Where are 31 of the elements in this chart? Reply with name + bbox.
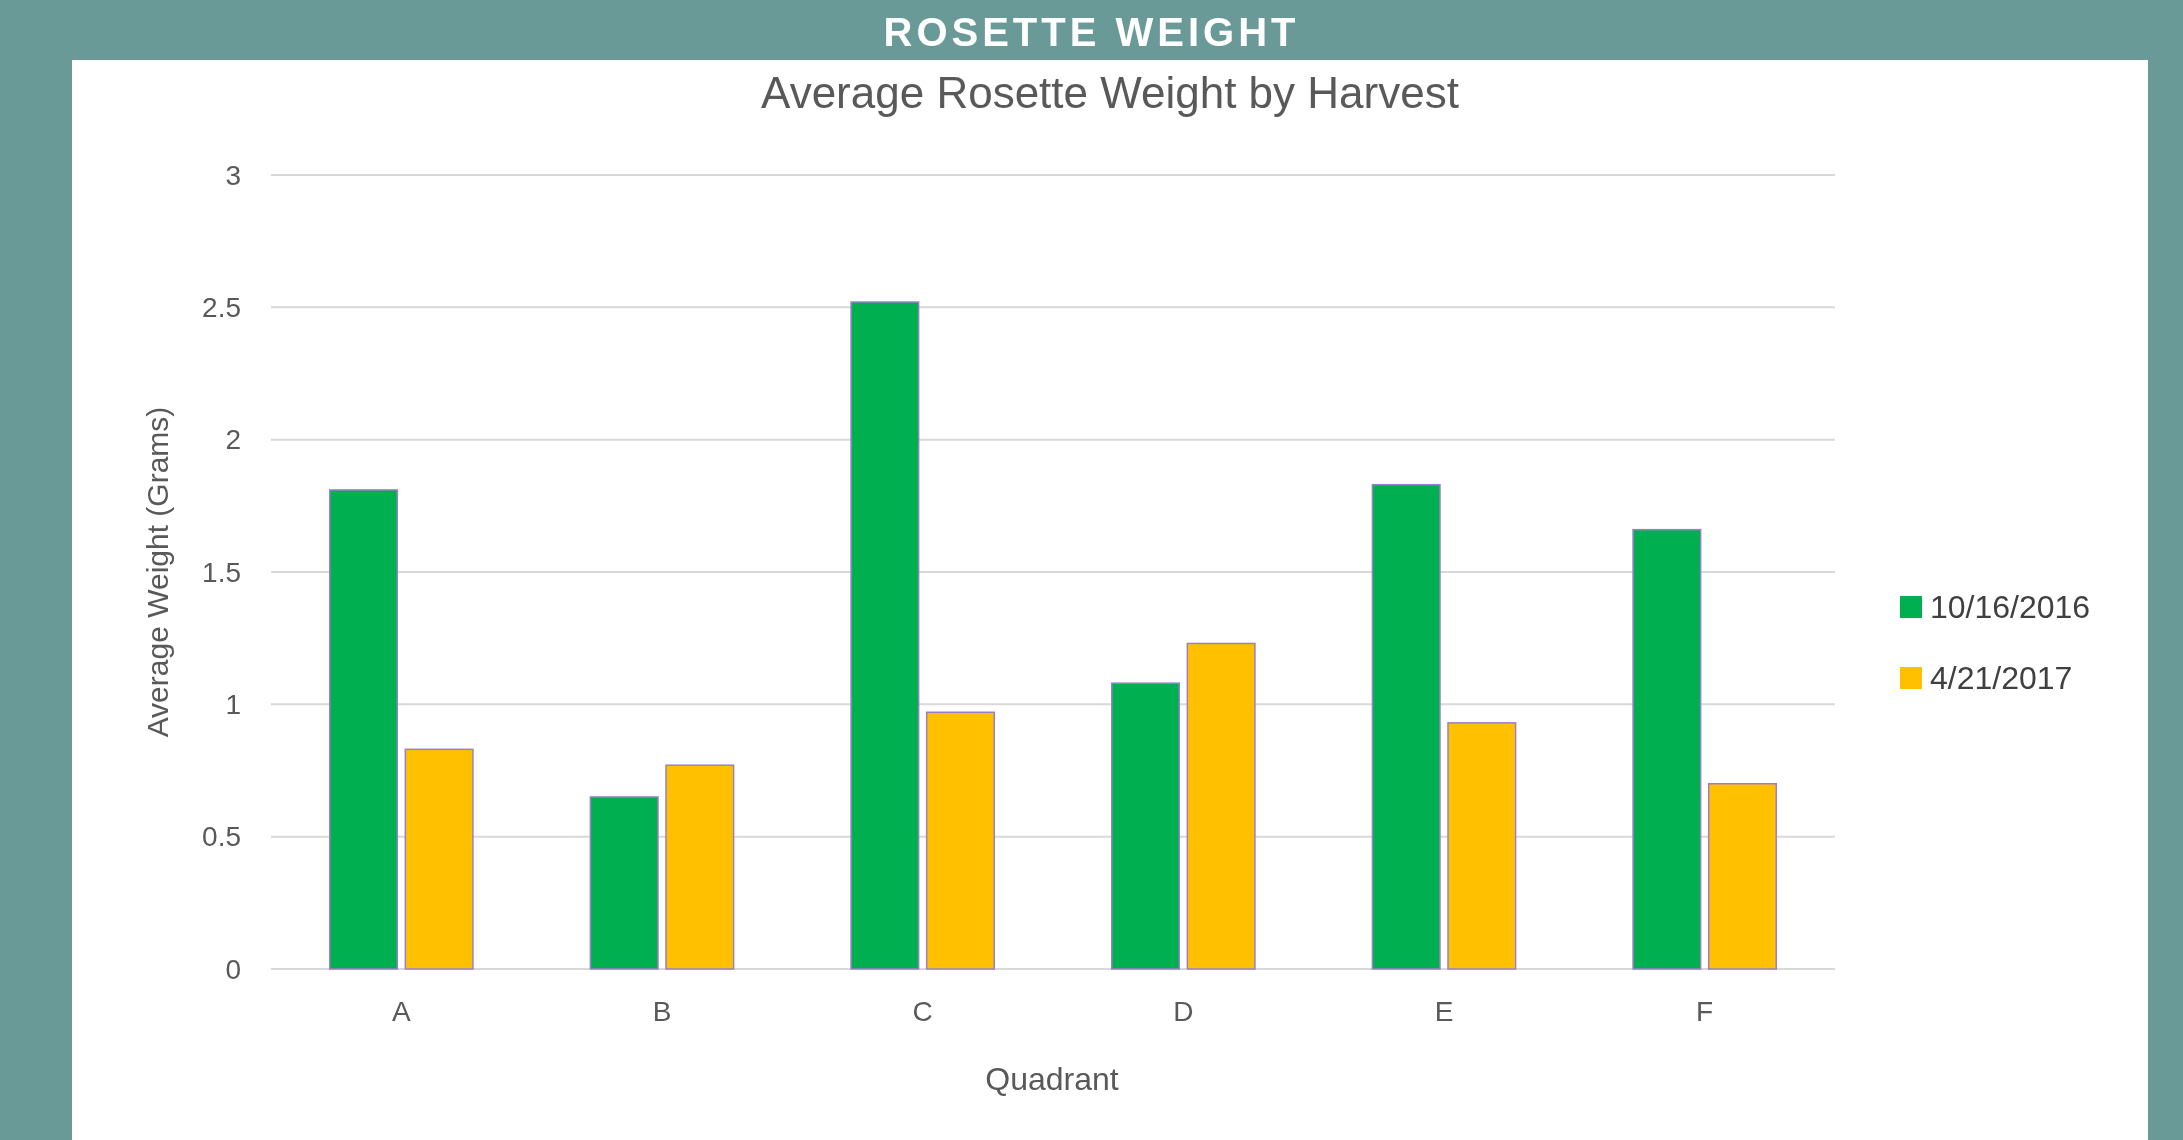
bar [1632, 528, 1702, 970]
bar [328, 489, 399, 970]
bar [404, 748, 474, 970]
chart-title: Average Rosette Weight by Harvest [761, 68, 1459, 117]
bar [1110, 682, 1181, 970]
x-tick-label: B [652, 996, 672, 1027]
bar [1371, 483, 1441, 970]
bar [1447, 722, 1517, 970]
y-tick-label: 2.5 [202, 292, 241, 324]
x-tick-label: A [391, 996, 411, 1027]
bar [850, 301, 920, 970]
y-tick-label: 0 [225, 953, 241, 985]
bar [1186, 642, 1256, 970]
bar [925, 711, 996, 970]
y-tick-label: 1.5 [202, 556, 241, 588]
x-tick-label: E [1434, 996, 1454, 1027]
bar [1707, 782, 1778, 970]
x-tick-label: D [1173, 996, 1194, 1027]
bar [665, 764, 735, 970]
y-tick-label: 3 [225, 159, 241, 191]
y-axis-title: Average Weight (Grams) [141, 406, 174, 738]
y-tick-label: 0.5 [202, 821, 241, 853]
x-axis-title: Quadrant [985, 1061, 1119, 1097]
x-tick-label: F [1696, 996, 1714, 1027]
y-tick-label: 2 [225, 424, 241, 456]
y-tick-label: 1 [225, 689, 241, 721]
chart-subtitle: ROSETTE WEIGHT [883, 10, 1300, 54]
legend-label: 4/21/2017 [1930, 660, 2073, 697]
legend-label: 10/16/2016 [1930, 589, 2091, 626]
x-tick-label: C [912, 996, 933, 1027]
bar [589, 796, 659, 970]
